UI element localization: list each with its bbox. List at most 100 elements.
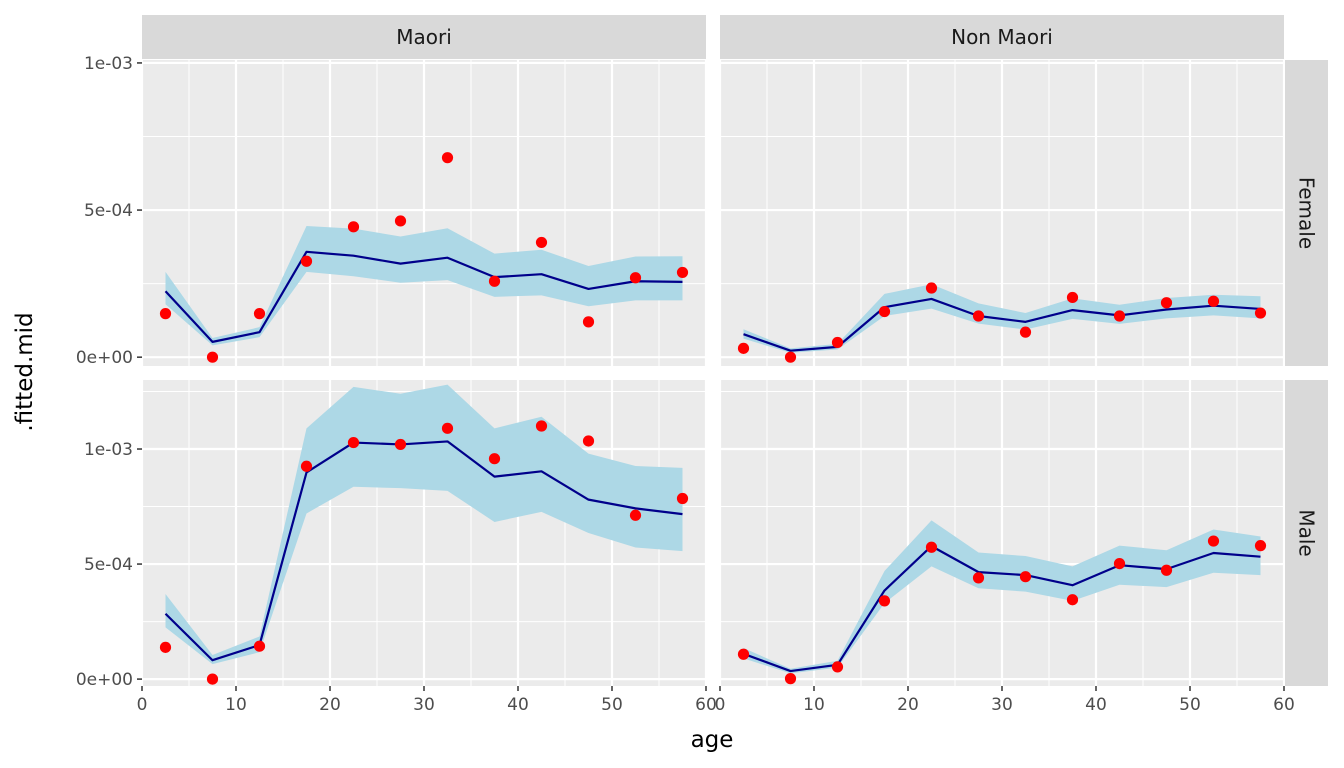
panel-maori-female	[140, 60, 708, 366]
observed-point	[1019, 326, 1032, 338]
fitted-line	[743, 545, 1261, 673]
observed-point	[253, 308, 266, 320]
y-axis-title: .fitted.mid	[12, 312, 38, 431]
x-axis-non-maori: 0 10 20 30 40 50 60	[715, 686, 1295, 715]
strip-background	[142, 15, 706, 59]
observed-point	[878, 305, 891, 318]
y-tick-label: 5e-04	[84, 201, 133, 221]
x-tick-label: 20	[897, 695, 919, 715]
strip-background	[1285, 60, 1328, 366]
strip-female: Female	[1285, 60, 1328, 366]
observed-point	[1254, 540, 1267, 552]
observed-point	[300, 255, 313, 267]
observed-point	[582, 316, 595, 328]
observed-point	[784, 673, 797, 685]
strip-background	[720, 15, 1284, 59]
fitted-line	[164, 250, 683, 343]
x-tick-label: 40	[1085, 695, 1107, 715]
observed-point	[629, 509, 642, 521]
x-tick-label: 10	[225, 695, 247, 715]
axes-layer: 0e+00 5e-04 1e-03 0e+00 5e-04 1e-03 0 10 20 30 40 5…	[76, 54, 1295, 715]
y-tick-label: 0e+00	[76, 348, 133, 368]
observed-point	[159, 641, 172, 653]
x-axis-maori: 0 10 20 30 40 50 60	[137, 686, 717, 715]
observed-point	[300, 460, 313, 472]
observed-point	[394, 215, 407, 227]
observed-point	[206, 673, 219, 685]
strip-label: Maori	[396, 25, 452, 49]
observed-point	[535, 420, 548, 432]
x-tick-label: 20	[319, 695, 341, 715]
observed-point	[253, 640, 266, 652]
observed-point	[1066, 594, 1079, 606]
observed-point	[1160, 564, 1173, 576]
y-tick-label: 5e-04	[84, 555, 133, 575]
confidence-ribbon	[743, 520, 1261, 674]
observed-point	[347, 221, 360, 233]
observed-point	[394, 438, 407, 451]
strip-male: Male	[1285, 380, 1328, 686]
observed-point	[972, 572, 985, 584]
x-tick-label: 60	[1273, 695, 1295, 715]
strip-label: Non Maori	[951, 25, 1053, 49]
observed-point	[925, 541, 938, 553]
panel-maori-male	[140, 380, 708, 686]
y-axis-male: 0e+00 5e-04 1e-03	[76, 440, 142, 690]
x-tick-label: 0	[715, 695, 726, 715]
observed-point	[206, 351, 219, 363]
x-tick-label: 60	[695, 695, 717, 715]
observed-point	[925, 282, 938, 294]
y-tick-label: 0e+00	[76, 670, 133, 690]
observed-point	[784, 351, 797, 363]
fitted-line	[743, 297, 1261, 352]
panels-layer	[140, 60, 1286, 686]
strip-label: Female	[1295, 177, 1319, 249]
x-tick-label: 50	[1179, 695, 1201, 715]
panel-non-maori-male	[718, 380, 1286, 686]
observed-point	[1207, 535, 1220, 547]
observed-point	[737, 648, 750, 660]
y-tick-label: 1e-03	[84, 54, 133, 74]
observed-point	[676, 492, 689, 505]
x-tick-label: 40	[507, 695, 529, 715]
y-axis-female: 0e+00 5e-04 1e-03	[76, 54, 142, 368]
strip-label: Male	[1295, 509, 1319, 556]
observed-point	[1066, 291, 1079, 304]
panel-non-maori-female	[718, 60, 1286, 366]
observed-point	[1019, 571, 1032, 583]
strip-maori: Maori	[142, 15, 706, 59]
x-tick-label: 50	[601, 695, 623, 715]
x-tick-label: 0	[137, 695, 148, 715]
observed-point	[972, 310, 985, 322]
x-tick-label: 30	[413, 695, 435, 715]
confidence-ribbon	[165, 384, 683, 665]
observed-point	[737, 342, 750, 354]
fitted-line	[164, 440, 683, 662]
confidence-ribbon	[165, 225, 683, 346]
observed-point	[831, 336, 844, 349]
observed-point	[347, 436, 360, 449]
observed-point	[1207, 295, 1220, 307]
x-axis-title: age	[691, 727, 734, 753]
strip-non-maori: Non Maori	[720, 15, 1284, 59]
observed-point	[1254, 307, 1267, 319]
strip-background	[1285, 380, 1328, 686]
strips-layer: Maori Non Maori Female Male	[142, 15, 1328, 686]
observed-point	[1160, 297, 1173, 309]
observed-point	[878, 595, 891, 607]
x-tick-label: 30	[991, 695, 1013, 715]
observed-point	[488, 275, 501, 287]
x-tick-label: 10	[803, 695, 825, 715]
observed-point	[1113, 558, 1126, 570]
observed-point	[488, 453, 501, 465]
observed-point	[831, 661, 844, 673]
observed-point	[676, 266, 689, 279]
y-tick-label: 1e-03	[84, 440, 133, 460]
observed-point	[629, 272, 642, 284]
observed-point	[441, 152, 454, 164]
observed-point	[535, 236, 548, 249]
observed-point	[441, 422, 454, 434]
observed-point	[159, 308, 172, 320]
observed-point	[1113, 310, 1126, 322]
